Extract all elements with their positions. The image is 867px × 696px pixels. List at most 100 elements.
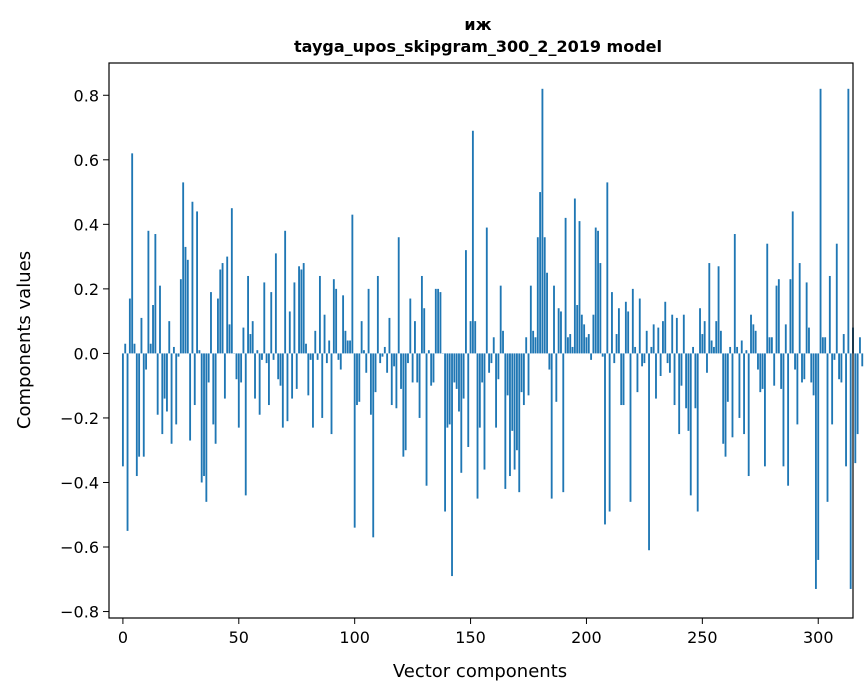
bar [613,353,616,364]
bar [532,330,535,354]
bar [344,330,347,354]
bar [177,353,180,357]
bar [548,353,551,370]
bar [149,343,152,354]
bar [835,243,838,354]
bar [121,353,124,467]
bar [664,301,667,354]
bar [363,350,365,354]
bar [388,317,391,354]
bar [513,353,516,470]
y-tick-label: −0.6 [60,538,99,557]
y-tick-label: −0.8 [60,603,99,622]
bar [543,237,546,354]
bar [636,353,639,393]
bar [302,263,305,354]
chart-subtitle: tayga_upos_skipgram_300_2_2019 model [294,37,662,56]
bar-series [121,88,864,589]
bar [824,337,827,354]
bar [179,279,182,354]
bar [393,353,396,367]
bar [504,353,507,489]
bar [126,353,129,531]
bar [217,298,219,354]
bar [138,353,141,457]
bar [743,353,745,435]
bar [425,353,428,486]
bar [814,353,817,589]
bar [390,353,393,406]
y-tick-label: 0.2 [74,280,99,299]
x-tick-label: 0 [118,628,128,647]
bar [446,353,449,428]
bar [689,353,692,496]
bar [650,346,653,354]
bar [339,353,342,370]
bar [652,324,655,354]
bar [638,298,641,354]
bar [251,321,254,354]
bar [444,353,446,512]
bar [622,353,625,406]
bar [411,353,414,383]
bar [228,324,231,354]
x-axis-label: Vector components [393,661,567,682]
bar [279,353,282,386]
bar [511,353,514,431]
bar [404,353,407,451]
x-tick-label: 50 [229,628,249,647]
bar [759,353,762,393]
bar [675,317,678,354]
bar [277,353,280,380]
bar [617,308,620,354]
bar [694,353,697,409]
bar [516,353,518,451]
bar [752,324,755,354]
bar [801,353,803,383]
bar [631,288,634,354]
bar [168,321,171,354]
bar [773,353,776,386]
bar [212,353,215,425]
bar [184,246,187,354]
bar [736,346,739,354]
bar [854,353,857,464]
bar [620,353,623,406]
bar [808,327,810,354]
bar [564,217,567,354]
bar [156,353,159,415]
bar [423,308,426,354]
bar [560,311,562,354]
bar [152,305,154,354]
bar [200,353,203,483]
bar [757,353,759,370]
bar [817,353,820,560]
bar [256,350,259,354]
bar [761,353,764,389]
y-tick-label: −0.4 [60,473,99,492]
bar [346,340,349,354]
bar [131,153,134,354]
bar [170,353,173,444]
bar [655,353,657,399]
bar [270,292,273,354]
bar [573,198,576,354]
bar [409,298,412,354]
bar [124,343,127,354]
bar [397,237,400,354]
bar [342,295,345,354]
bar [286,353,289,422]
bar [305,343,307,354]
bar [474,321,477,354]
bar [226,256,229,354]
bar [627,311,630,354]
bar [142,353,145,457]
bar [831,353,834,425]
bar [550,353,553,499]
bar [353,353,356,528]
bar [453,353,456,383]
bar [701,334,704,354]
bar [196,211,198,354]
bar [849,353,852,589]
bar [476,353,479,499]
